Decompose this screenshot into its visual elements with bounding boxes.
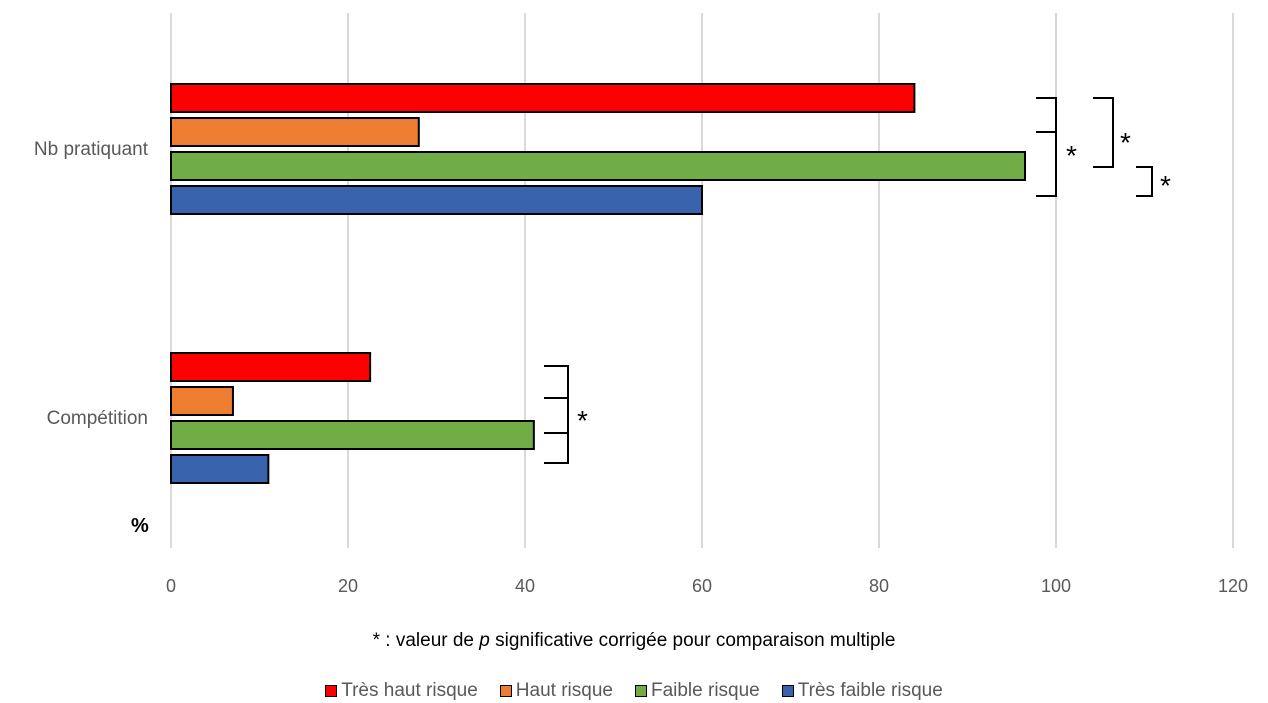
x-tick-label: 20 (338, 576, 358, 596)
legend-item: Haut risque (499, 680, 613, 702)
bar-comp-tition-2 (170, 420, 535, 450)
legend-label: Haut risque (515, 680, 613, 701)
significance-star: * (1066, 140, 1077, 171)
bar-nb-pratiquant-0 (170, 83, 916, 113)
legend: Très haut risque Haut risque Faible risque… (0, 680, 1268, 702)
x-axis-ticks: 0 20 40 60 80 100 120 (166, 576, 1248, 596)
bar-nb-pratiquant-1 (170, 117, 420, 147)
legend-swatch (325, 685, 338, 697)
legend-label: Faible risque (650, 680, 760, 701)
bar-comp-tition-1 (170, 386, 234, 416)
legend-swatch (634, 685, 647, 697)
legend-item: Faible risque (634, 680, 760, 702)
x-tick-label: 60 (692, 576, 712, 596)
legend-label: Très haut risque (341, 680, 478, 701)
legend-item: Très faible risque (781, 680, 943, 702)
footnote-suffix: significative corrigée pour comparaison … (489, 630, 896, 651)
bar-comp-tition-3 (170, 454, 270, 484)
footnote-italic: p (479, 630, 490, 651)
unit-label: % (131, 515, 149, 537)
significance-bracket (1036, 97, 1057, 197)
bars (170, 83, 1027, 484)
significance-star: * (1160, 170, 1171, 201)
category-label: Nb pratiquant (34, 139, 149, 160)
bar-comp-tition-0 (170, 352, 372, 382)
footnote-prefix: * : valeur de (372, 630, 480, 651)
legend-swatch (499, 685, 512, 697)
category-labels: Nb pratiquant Compétition (34, 139, 149, 429)
bar-nb-pratiquant-3 (170, 185, 703, 215)
significance-bracket (1093, 97, 1114, 168)
legend-label: Très faible risque (797, 680, 943, 701)
significance-bracket (544, 365, 569, 464)
significance-brackets: * * * * (544, 97, 1171, 464)
significance-star: * (577, 405, 588, 436)
significance-star: * (1120, 127, 1131, 158)
x-tick-label: 0 (166, 576, 176, 596)
legend-swatch (781, 685, 794, 697)
x-tick-label: 80 (869, 576, 889, 596)
x-tick-label: 120 (1218, 576, 1248, 596)
category-label: Compétition (47, 408, 148, 429)
x-tick-label: 40 (515, 576, 535, 596)
footnote: * : valeur de p significative corrigée p… (0, 630, 1268, 652)
x-tick-label: 100 (1041, 576, 1071, 596)
significance-bracket (1136, 166, 1153, 197)
legend-item: Très haut risque (325, 680, 478, 702)
bar-nb-pratiquant-2 (170, 151, 1027, 181)
chart-plot: Nb pratiquant Compétition 0 20 40 60 80 100 120… (34, 13, 1248, 596)
